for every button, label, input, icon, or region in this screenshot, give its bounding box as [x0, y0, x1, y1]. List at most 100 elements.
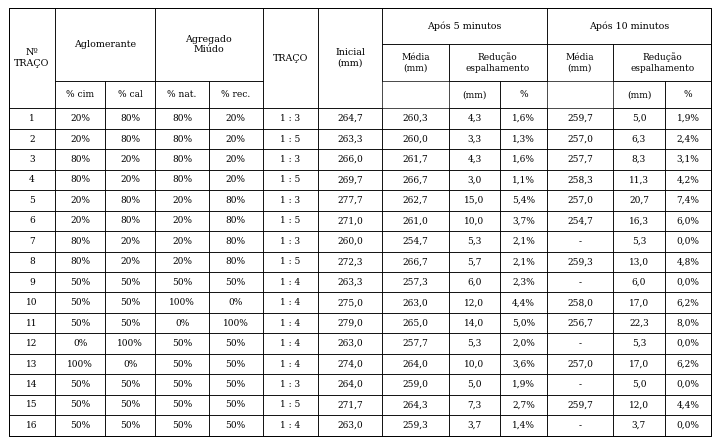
Bar	[209, 313, 263, 334]
Text: 261,7: 261,7	[402, 155, 428, 164]
Bar	[55, 354, 105, 374]
Bar	[665, 252, 711, 272]
Bar	[209, 231, 263, 252]
Bar	[500, 354, 547, 374]
Text: 265,0: 265,0	[402, 319, 428, 328]
Text: 22,3: 22,3	[629, 319, 649, 328]
Bar	[9, 334, 55, 354]
Text: 50%: 50%	[120, 421, 140, 430]
Bar	[263, 415, 318, 436]
Text: 20%: 20%	[172, 257, 192, 266]
Text: 10,0: 10,0	[464, 359, 485, 369]
Text: 20,7: 20,7	[629, 196, 649, 205]
Text: 257,7: 257,7	[402, 339, 428, 348]
Text: Após 5 minutos: Após 5 minutos	[428, 21, 502, 31]
Text: 266,7: 266,7	[402, 257, 428, 266]
Bar	[500, 81, 547, 108]
Text: 11,3: 11,3	[629, 176, 649, 184]
Bar	[449, 313, 500, 334]
Bar	[547, 272, 613, 293]
Bar	[9, 272, 55, 293]
Bar	[382, 334, 449, 354]
Bar	[318, 170, 382, 190]
Bar	[547, 354, 613, 374]
Text: 5: 5	[29, 196, 35, 205]
Text: 271,0: 271,0	[337, 216, 363, 225]
Bar	[382, 354, 449, 374]
Text: -: -	[578, 339, 582, 348]
Text: 0%: 0%	[228, 298, 243, 307]
Text: Após 10 minutos: Após 10 minutos	[589, 21, 669, 31]
Text: 1 : 3: 1 : 3	[280, 380, 300, 389]
Bar	[613, 252, 665, 272]
Text: 263,0: 263,0	[338, 339, 363, 348]
Text: 15: 15	[26, 400, 37, 410]
Text: 8: 8	[29, 257, 35, 266]
Bar	[449, 293, 500, 313]
Bar	[209, 149, 263, 170]
Bar	[156, 170, 209, 190]
Bar	[500, 293, 547, 313]
Bar	[382, 374, 449, 395]
Bar	[382, 170, 449, 190]
Bar	[105, 374, 156, 395]
Bar	[318, 293, 382, 313]
Text: 2,4%: 2,4%	[677, 135, 700, 143]
Text: 266,7: 266,7	[402, 176, 428, 184]
Bar	[105, 313, 156, 334]
Text: 9: 9	[29, 278, 35, 287]
Text: 1 : 5: 1 : 5	[280, 216, 300, 225]
Text: 6,0: 6,0	[631, 278, 646, 287]
Bar	[500, 334, 547, 354]
Text: 80%: 80%	[225, 216, 246, 225]
Text: 80%: 80%	[70, 257, 90, 266]
Bar	[547, 44, 613, 81]
Bar	[318, 231, 382, 252]
Bar	[449, 129, 500, 149]
Bar	[665, 374, 711, 395]
Text: 261,0: 261,0	[402, 216, 428, 225]
Text: 1,9%: 1,9%	[677, 114, 700, 123]
Text: 20%: 20%	[226, 155, 246, 164]
Text: 3,0: 3,0	[467, 176, 482, 184]
Bar	[209, 170, 263, 190]
Bar	[665, 293, 711, 313]
Bar	[209, 272, 263, 293]
Bar	[382, 231, 449, 252]
Bar	[263, 170, 318, 190]
Text: 50%: 50%	[120, 380, 140, 389]
Text: 80%: 80%	[120, 114, 140, 123]
Bar	[613, 81, 665, 108]
Text: 0,0%: 0,0%	[677, 237, 700, 246]
Bar	[156, 149, 209, 170]
Bar	[382, 129, 449, 149]
Text: 17,0: 17,0	[629, 359, 649, 369]
Bar	[55, 129, 105, 149]
Text: 257,7: 257,7	[567, 155, 593, 164]
Bar	[613, 293, 665, 313]
Bar	[613, 395, 665, 415]
Text: Média
(mm): Média (mm)	[566, 53, 594, 73]
Bar	[547, 252, 613, 272]
Bar	[209, 252, 263, 272]
Text: 50%: 50%	[120, 319, 140, 328]
Text: 257,0: 257,0	[567, 135, 593, 143]
Text: 259,0: 259,0	[402, 380, 428, 389]
Text: 258,3: 258,3	[567, 176, 593, 184]
Bar	[500, 211, 547, 231]
Text: 271,7: 271,7	[337, 400, 363, 410]
Bar	[449, 415, 500, 436]
Text: 264,3: 264,3	[402, 400, 428, 410]
Text: 2,1%: 2,1%	[512, 237, 535, 246]
Text: 1 : 4: 1 : 4	[280, 319, 300, 328]
Text: 1: 1	[29, 114, 35, 123]
Bar	[449, 374, 500, 395]
Bar	[665, 190, 711, 211]
Text: 0,0%: 0,0%	[677, 380, 700, 389]
Bar	[449, 231, 500, 252]
Bar	[613, 129, 665, 149]
Text: 50%: 50%	[172, 278, 192, 287]
Bar	[105, 149, 156, 170]
Bar	[449, 354, 500, 374]
Text: 17,0: 17,0	[629, 298, 649, 307]
